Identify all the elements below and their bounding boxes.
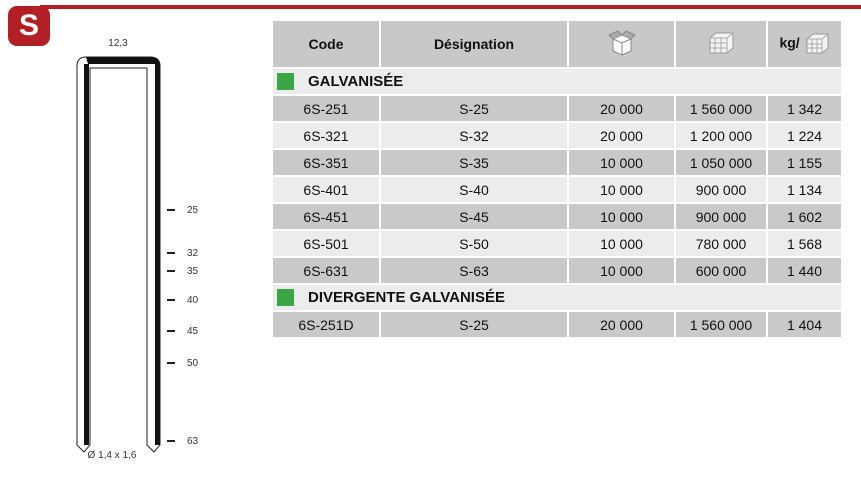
cell-box-qty: 20 000	[569, 96, 674, 121]
cell-designation: S-35	[381, 150, 567, 175]
pallet-icon	[806, 33, 829, 54]
header-rule	[40, 5, 861, 9]
length-tick	[167, 440, 175, 442]
length-tick	[167, 299, 175, 301]
cell-pallet-qty: 1 560 000	[676, 312, 766, 337]
col-designation: Désignation	[381, 21, 567, 67]
cell-designation: S-32	[381, 123, 567, 148]
cell-designation: S-40	[381, 177, 567, 202]
cell-kg-per-pallet: 1 342	[768, 96, 841, 121]
length-tick	[167, 209, 175, 211]
col-code: Code	[273, 21, 379, 67]
cell-pallet-qty: 1 050 000	[676, 150, 766, 175]
length-label: 40	[187, 295, 199, 306]
section-title: GALVANISÉE	[308, 72, 404, 90]
table-row: 6S-451 S-45 10 000 900 000 1 602	[273, 204, 841, 229]
cell-box-qty: 10 000	[569, 231, 674, 256]
cell-code: 6S-321	[273, 123, 379, 148]
table-row: 6S-321 S-32 20 000 1 200 000 1 224	[273, 123, 841, 148]
cell-kg-per-pallet: 1 134	[768, 177, 841, 202]
table-row: 6S-631 S-63 10 000 600 000 1 440	[273, 258, 841, 283]
length-tick	[167, 362, 175, 364]
cell-designation: S-50	[381, 231, 567, 256]
cell-kg-per-pallet: 1 568	[768, 231, 841, 256]
section-header: DIVERGENTE GALVANISÉE	[273, 285, 841, 310]
cell-box-qty: 20 000	[569, 312, 674, 337]
product-table: Code Désignation kg/ GALVANISÉE 6S-251 S-2…	[271, 19, 843, 339]
length-label: 32	[187, 248, 199, 259]
section-title: DIVERGENTE GALVANISÉE	[308, 288, 505, 306]
cell-box-qty: 20 000	[569, 123, 674, 148]
cell-code: 6S-451	[273, 204, 379, 229]
cell-box-qty: 10 000	[569, 258, 674, 283]
length-label: 35	[187, 266, 199, 277]
cell-box-qty: 10 000	[569, 204, 674, 229]
cell-pallet-qty: 900 000	[676, 177, 766, 202]
length-tick	[167, 330, 175, 332]
section-color-marker	[277, 289, 294, 307]
section-header: GALVANISÉE	[273, 69, 841, 94]
pallet-icon	[709, 32, 734, 53]
kg-label: kg/	[779, 34, 800, 51]
staple-diagram: 12,3 Ø 1,4 x 1,6 25 32 35 40 45 50 63	[76, 38, 199, 461]
section-color-marker	[277, 73, 294, 91]
cell-code: 6S-401	[273, 177, 379, 202]
table-row: 6S-351 S-35 10 000 1 050 000 1 155	[273, 150, 841, 175]
cell-pallet-qty: 600 000	[676, 258, 766, 283]
length-label: 45	[187, 326, 199, 337]
cell-designation: S-63	[381, 258, 567, 283]
table-row: 6S-251D S-25 20 000 1 560 000 1 404	[273, 312, 841, 337]
box-icon	[607, 29, 636, 56]
cell-designation: S-25	[381, 96, 567, 121]
cell-code: 6S-501	[273, 231, 379, 256]
length-label: 63	[187, 436, 199, 447]
cell-kg-per-pallet: 1 440	[768, 258, 841, 283]
length-label: 25	[187, 205, 199, 216]
category-logo: S	[8, 6, 50, 46]
col-kg: kg/	[768, 21, 841, 67]
cell-kg-per-pallet: 1 602	[768, 204, 841, 229]
length-label: 50	[187, 358, 199, 369]
cell-pallet-qty: 1 560 000	[676, 96, 766, 121]
cell-box-qty: 10 000	[569, 177, 674, 202]
cell-designation: S-45	[381, 204, 567, 229]
cell-pallet-qty: 1 200 000	[676, 123, 766, 148]
width-label: 12,3	[108, 38, 128, 49]
cell-code: 6S-251D	[273, 312, 379, 337]
cell-box-qty: 10 000	[569, 150, 674, 175]
cell-pallet-qty: 780 000	[676, 231, 766, 256]
cell-designation: S-25	[381, 312, 567, 337]
length-tick	[167, 270, 175, 272]
cell-code: 6S-631	[273, 258, 379, 283]
cell-kg-per-pallet: 1 404	[768, 312, 841, 337]
wire-size-label: Ø 1,4 x 1,6	[88, 450, 137, 461]
table-row: 6S-251 S-25 20 000 1 560 000 1 342	[273, 96, 841, 121]
table-row: 6S-401 S-40 10 000 900 000 1 134	[273, 177, 841, 202]
col-pallet	[676, 21, 766, 67]
cell-kg-per-pallet: 1 224	[768, 123, 841, 148]
table-row: 6S-501 S-50 10 000 780 000 1 568	[273, 231, 841, 256]
cell-code: 6S-251	[273, 96, 379, 121]
cell-kg-per-pallet: 1 155	[768, 150, 841, 175]
cell-code: 6S-351	[273, 150, 379, 175]
length-tick	[167, 252, 175, 254]
cell-pallet-qty: 900 000	[676, 204, 766, 229]
col-box	[569, 21, 674, 67]
